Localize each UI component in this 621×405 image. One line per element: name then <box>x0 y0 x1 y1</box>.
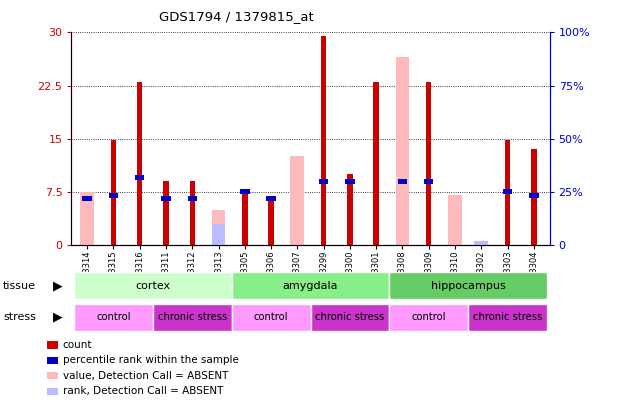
Bar <box>373 82 379 245</box>
Bar <box>109 193 118 198</box>
Bar <box>80 192 94 245</box>
Bar <box>135 175 145 180</box>
Text: chronic stress: chronic stress <box>473 312 542 322</box>
Text: rank, Detection Call = ABSENT: rank, Detection Call = ABSENT <box>63 386 223 396</box>
Text: ▶: ▶ <box>53 279 62 292</box>
Bar <box>426 82 432 245</box>
Bar <box>529 193 538 198</box>
Bar <box>232 272 389 299</box>
Bar <box>474 241 488 245</box>
Text: percentile rank within the sample: percentile rank within the sample <box>63 356 238 365</box>
Bar <box>505 140 510 245</box>
Text: chronic stress: chronic stress <box>315 312 384 322</box>
Bar <box>448 196 462 245</box>
Text: hippocampus: hippocampus <box>431 281 505 290</box>
Bar <box>111 140 116 245</box>
Bar <box>474 241 488 245</box>
Bar <box>137 82 142 245</box>
Bar <box>153 303 232 331</box>
Bar <box>310 303 389 331</box>
Bar <box>232 303 310 331</box>
Text: cortex: cortex <box>135 281 170 290</box>
Bar <box>161 196 171 201</box>
Bar <box>212 210 225 245</box>
Bar <box>319 179 329 184</box>
Bar <box>291 156 304 245</box>
Bar <box>188 196 197 201</box>
Bar <box>268 197 274 245</box>
Bar <box>189 181 195 245</box>
Bar <box>345 179 355 184</box>
Text: count: count <box>63 340 93 350</box>
Text: control: control <box>96 312 130 322</box>
Bar <box>389 303 468 331</box>
Bar <box>347 174 353 245</box>
Bar <box>266 196 276 201</box>
Bar <box>321 36 327 245</box>
Bar <box>212 224 225 245</box>
Bar <box>242 192 248 245</box>
Bar <box>74 303 153 331</box>
Text: stress: stress <box>3 312 36 322</box>
Bar <box>163 181 169 245</box>
Bar <box>503 190 512 194</box>
Bar <box>396 57 409 245</box>
Text: ▶: ▶ <box>53 311 62 324</box>
Text: control: control <box>254 312 288 322</box>
Bar <box>531 149 537 245</box>
Text: control: control <box>412 312 446 322</box>
Bar <box>468 303 547 331</box>
Text: chronic stress: chronic stress <box>158 312 227 322</box>
Bar <box>424 179 433 184</box>
Text: amygdala: amygdala <box>283 281 338 290</box>
Text: GDS1794 / 1379815_at: GDS1794 / 1379815_at <box>158 10 314 23</box>
Bar <box>74 272 232 299</box>
Text: value, Detection Call = ABSENT: value, Detection Call = ABSENT <box>63 371 228 381</box>
Bar <box>240 190 250 194</box>
Bar <box>389 272 547 299</box>
Bar <box>83 196 92 201</box>
Bar <box>398 179 407 184</box>
Text: tissue: tissue <box>3 281 36 290</box>
